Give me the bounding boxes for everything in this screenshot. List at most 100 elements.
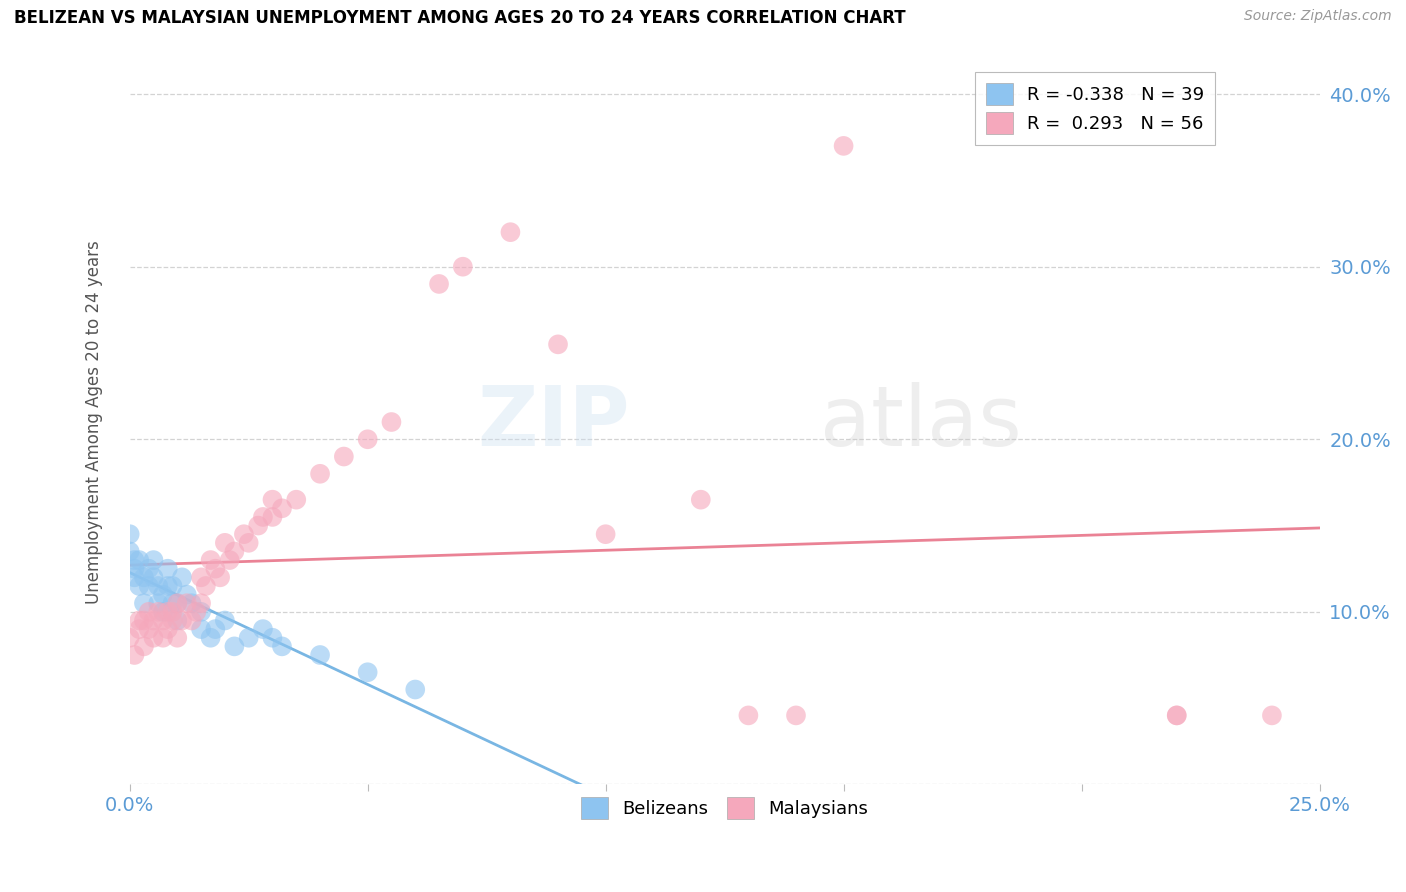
Point: [595, 527, 617, 541]
Point: [356, 432, 378, 446]
Point: [404, 682, 426, 697]
Point: [128, 614, 150, 628]
Point: [156, 622, 179, 636]
Point: [138, 579, 160, 593]
Point: [170, 614, 193, 628]
Point: [200, 553, 222, 567]
Point: [427, 277, 450, 291]
Point: [832, 139, 855, 153]
Point: [262, 510, 284, 524]
Point: [148, 579, 170, 593]
Point: [238, 631, 260, 645]
Point: [124, 553, 146, 567]
Point: [152, 605, 174, 619]
Point: [224, 640, 246, 654]
Y-axis label: Unemployment Among Ages 20 to 24 years: Unemployment Among Ages 20 to 24 years: [86, 240, 103, 604]
Point: [128, 579, 150, 593]
Point: [118, 631, 141, 645]
Point: [190, 596, 212, 610]
Point: [180, 614, 202, 628]
Point: [785, 708, 807, 723]
Point: [252, 622, 274, 636]
Point: [200, 631, 222, 645]
Text: BELIZEAN VS MALAYSIAN UNEMPLOYMENT AMONG AGES 20 TO 24 YEARS CORRELATION CHART: BELIZEAN VS MALAYSIAN UNEMPLOYMENT AMONG…: [14, 9, 905, 27]
Point: [148, 596, 170, 610]
Point: [1166, 708, 1188, 723]
Point: [166, 596, 188, 610]
Point: [166, 596, 188, 610]
Point: [142, 553, 165, 567]
Point: [333, 450, 356, 464]
Point: [252, 510, 274, 524]
Point: [204, 622, 226, 636]
Point: [124, 648, 146, 662]
Point: [132, 570, 155, 584]
Point: [118, 544, 141, 558]
Point: [170, 570, 193, 584]
Point: [190, 622, 212, 636]
Point: [262, 492, 284, 507]
Point: [186, 605, 208, 619]
Point: [214, 614, 236, 628]
Point: [132, 640, 155, 654]
Point: [238, 536, 260, 550]
Point: [162, 579, 184, 593]
Point: [285, 492, 308, 507]
Point: [138, 622, 160, 636]
Point: [152, 588, 174, 602]
Point: [166, 614, 188, 628]
Point: [128, 553, 150, 567]
Point: [1166, 708, 1188, 723]
Point: [162, 596, 184, 610]
Point: [138, 605, 160, 619]
Point: [499, 225, 522, 239]
Point: [152, 631, 174, 645]
Point: [180, 596, 202, 610]
Point: [142, 570, 165, 584]
Point: [689, 492, 711, 507]
Point: [118, 527, 141, 541]
Point: [194, 579, 217, 593]
Point: [190, 605, 212, 619]
Point: [737, 708, 759, 723]
Point: [247, 518, 270, 533]
Legend: Belizeans, Malaysians: Belizeans, Malaysians: [574, 789, 876, 826]
Point: [156, 562, 179, 576]
Point: [176, 596, 198, 610]
Point: [309, 467, 332, 481]
Point: [262, 631, 284, 645]
Text: Source: ZipAtlas.com: Source: ZipAtlas.com: [1244, 9, 1392, 23]
Point: [138, 562, 160, 576]
Point: [156, 605, 179, 619]
Point: [271, 501, 294, 516]
Point: [214, 536, 236, 550]
Point: [152, 614, 174, 628]
Point: [128, 622, 150, 636]
Point: [148, 605, 170, 619]
Point: [190, 570, 212, 584]
Point: [209, 570, 232, 584]
Point: [451, 260, 474, 274]
Point: [132, 614, 155, 628]
Point: [271, 640, 294, 654]
Point: [176, 588, 198, 602]
Point: [204, 562, 226, 576]
Point: [162, 614, 184, 628]
Point: [162, 605, 184, 619]
Point: [1261, 708, 1284, 723]
Point: [156, 579, 179, 593]
Point: [309, 648, 332, 662]
Point: [124, 562, 146, 576]
Point: [356, 665, 378, 680]
Point: [166, 631, 188, 645]
Point: [142, 614, 165, 628]
Point: [547, 337, 569, 351]
Point: [124, 570, 146, 584]
Point: [142, 631, 165, 645]
Point: [132, 596, 155, 610]
Point: [218, 553, 240, 567]
Text: atlas: atlas: [820, 382, 1022, 463]
Point: [224, 544, 246, 558]
Point: [232, 527, 254, 541]
Point: [380, 415, 402, 429]
